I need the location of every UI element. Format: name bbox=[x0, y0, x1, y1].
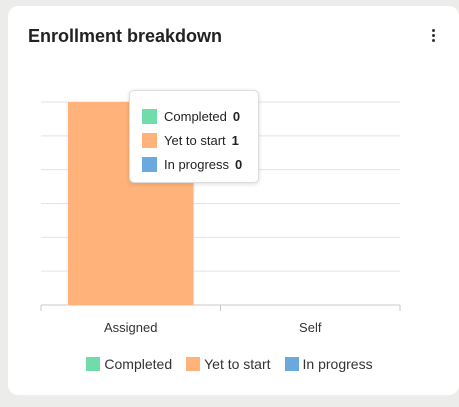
legend-item-in-progress[interactable]: In progress bbox=[284, 356, 373, 372]
tooltip-label-in-progress: In progress bbox=[164, 156, 230, 172]
legend-item-yet-to-start[interactable]: Yet to start bbox=[186, 356, 271, 372]
tooltip-value-yet-to-start: 1 bbox=[231, 132, 239, 148]
tooltip-value-completed: 0 bbox=[232, 108, 241, 124]
chart-legend: Completed Yet to start In progress bbox=[0, 356, 459, 372]
tooltip-value-in-progress: 0 bbox=[235, 156, 243, 172]
tooltip-swatch-yet-to-start bbox=[142, 132, 157, 148]
tooltip-swatch-completed bbox=[142, 108, 157, 124]
legend-item-completed[interactable]: Completed bbox=[86, 356, 172, 372]
card-title: Enrollment breakdown bbox=[28, 26, 223, 46]
legend-swatch-yet-to-start bbox=[186, 357, 201, 371]
tooltip-swatch-in-progress bbox=[142, 156, 157, 172]
more-options-icon[interactable] bbox=[426, 26, 440, 44]
x-tick-label-self: Self bbox=[299, 320, 322, 335]
tooltip-row-completed: Completed 0 bbox=[142, 104, 258, 128]
tooltip-row-in-progress: In progress 0 bbox=[142, 152, 258, 176]
tooltip-label-yet-to-start: Yet to start bbox=[164, 132, 226, 148]
x-tick-label-assigned: Assigned bbox=[104, 320, 157, 335]
legend-swatch-in-progress bbox=[284, 357, 299, 371]
legend-label-yet-to-start: Yet to start bbox=[204, 356, 271, 372]
chart-tooltip: Completed 0 Yet to start 1 In progress 0 bbox=[129, 90, 259, 183]
tooltip-row-yet-to-start: Yet to start 1 bbox=[142, 128, 258, 152]
legend-swatch-completed bbox=[86, 357, 101, 371]
tooltip-label-completed: Completed bbox=[164, 108, 227, 124]
legend-label-in-progress: In progress bbox=[302, 356, 373, 372]
legend-label-completed: Completed bbox=[104, 356, 173, 372]
